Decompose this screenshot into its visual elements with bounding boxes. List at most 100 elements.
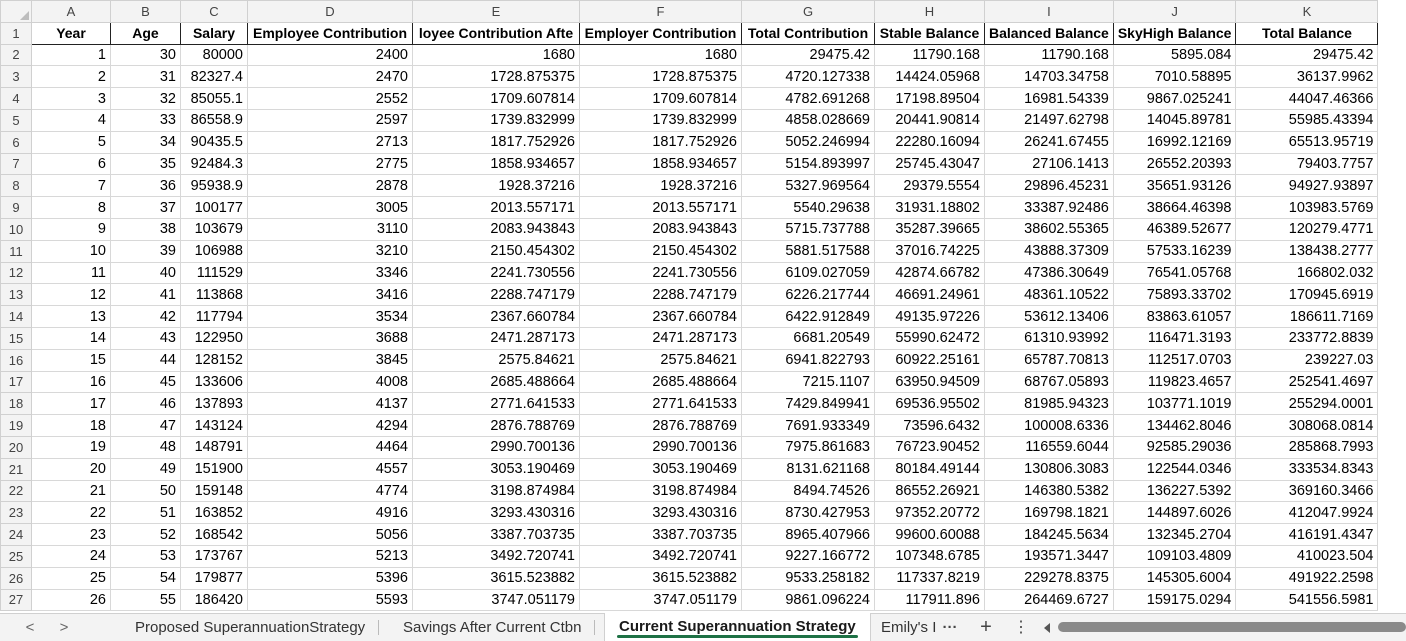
cell[interactable]: 7010.58895	[1112, 65, 1237, 89]
cell[interactable]: 20	[31, 457, 111, 481]
cell[interactable]: 2470	[247, 65, 413, 89]
row-header[interactable]: 21	[0, 457, 32, 481]
cell[interactable]: 2241.730556	[579, 261, 742, 285]
cell[interactable]: 1	[31, 43, 111, 67]
cell[interactable]: 47386.30649	[984, 261, 1114, 285]
cell[interactable]: 491922.2598	[1235, 566, 1379, 590]
header-cell[interactable]: Stable Balance	[874, 21, 985, 45]
cell[interactable]: 8494.74526	[741, 479, 875, 503]
cell[interactable]: 52	[110, 523, 181, 546]
cell[interactable]: 122544.0346	[1112, 457, 1237, 481]
row-header[interactable]: 1	[0, 21, 32, 45]
row-header[interactable]: 5	[0, 108, 32, 132]
cell[interactable]: 3110	[247, 217, 413, 241]
tab-proposed-superannuation-strategy[interactable]: Proposed SuperannuationStrategy	[121, 614, 380, 641]
row-header[interactable]: 26	[0, 566, 32, 590]
column-header[interactable]: A	[31, 0, 111, 23]
cell[interactable]: 3747.051179	[579, 588, 742, 612]
cell[interactable]: 46389.52677	[1112, 217, 1237, 241]
cell[interactable]: 1858.934657	[412, 152, 580, 176]
cell[interactable]: 132345.2704	[1112, 523, 1237, 546]
cell[interactable]: 21	[31, 479, 111, 503]
cell[interactable]: 2597	[247, 108, 413, 132]
row-header[interactable]: 6	[0, 130, 32, 154]
cell[interactable]: 41	[110, 283, 181, 307]
cell[interactable]: 2990.700136	[412, 435, 580, 459]
cell[interactable]: 11	[31, 261, 111, 285]
cell[interactable]: 2552	[247, 87, 413, 110]
row-header[interactable]: 20	[0, 435, 32, 459]
cell[interactable]: 2771.641533	[579, 392, 742, 416]
cell[interactable]: 51	[110, 501, 181, 525]
cell[interactable]: 1817.752926	[412, 130, 580, 154]
cell[interactable]: 16	[31, 370, 111, 394]
cell[interactable]: 3053.190469	[579, 457, 742, 481]
cell[interactable]: 57533.16239	[1112, 239, 1237, 263]
cell[interactable]: 184245.5634	[984, 523, 1114, 546]
cell[interactable]: 9867.025241	[1112, 87, 1237, 110]
tab-savings-after-current-ctbn[interactable]: Savings After Current Ctbn	[389, 614, 596, 641]
row-header[interactable]: 19	[0, 414, 32, 437]
cell[interactable]: 3688	[247, 326, 413, 350]
cell[interactable]: 3293.430316	[579, 501, 742, 525]
column-header[interactable]: D	[247, 0, 413, 23]
cell[interactable]: 9227.166772	[741, 544, 875, 568]
cell[interactable]: 170945.6919	[1235, 283, 1379, 307]
cell[interactable]: 35651.93126	[1112, 174, 1237, 198]
cell[interactable]: 410023.504	[1235, 544, 1379, 568]
cell[interactable]: 137893	[180, 392, 248, 416]
cell[interactable]: 6681.20549	[741, 326, 875, 350]
cell[interactable]: 117337.8219	[874, 566, 985, 590]
cell[interactable]: 32	[110, 87, 181, 110]
cell[interactable]: 3534	[247, 305, 413, 328]
cell[interactable]: 8	[31, 196, 111, 219]
cell[interactable]: 239227.03	[1235, 348, 1379, 372]
cell[interactable]: 2685.488664	[579, 370, 742, 394]
cell[interactable]: 49	[110, 457, 181, 481]
cell[interactable]: 3053.190469	[412, 457, 580, 481]
header-cell[interactable]: Total Contribution	[741, 21, 875, 45]
cell[interactable]: 6226.217744	[741, 283, 875, 307]
cell[interactable]: 33	[110, 108, 181, 132]
cell[interactable]: 3	[31, 87, 111, 110]
cell[interactable]: 233772.8839	[1235, 326, 1379, 350]
cell[interactable]: 43	[110, 326, 181, 350]
cell[interactable]: 17	[31, 392, 111, 416]
cell[interactable]: 38	[110, 217, 181, 241]
cell[interactable]: 83863.61057	[1112, 305, 1237, 328]
cell[interactable]: 4782.691268	[741, 87, 875, 110]
cell[interactable]: 4294	[247, 414, 413, 437]
cell[interactable]: 138438.2777	[1235, 239, 1379, 263]
header-cell[interactable]: Balanced Balance	[984, 21, 1114, 45]
cell[interactable]: 7429.849941	[741, 392, 875, 416]
cell[interactable]: 26	[31, 588, 111, 612]
cell[interactable]: 116559.6044	[984, 435, 1114, 459]
more-sheets-icon[interactable]: ···	[942, 619, 958, 636]
cell[interactable]: 5	[31, 130, 111, 154]
cell[interactable]: 2241.730556	[412, 261, 580, 285]
cell[interactable]: 8730.427953	[741, 501, 875, 525]
cell[interactable]: 369160.3466	[1235, 479, 1379, 503]
cell[interactable]: 90435.5	[180, 130, 248, 154]
cell[interactable]: 73596.6432	[874, 414, 985, 437]
cell[interactable]: 5895.084	[1112, 43, 1237, 67]
cell[interactable]: 1709.607814	[412, 87, 580, 110]
row-header[interactable]: 15	[0, 326, 32, 350]
cell[interactable]: 6422.912849	[741, 305, 875, 328]
cell[interactable]: 14045.89781	[1112, 108, 1237, 132]
horizontal-scrollbar[interactable]	[1044, 620, 1406, 635]
cell[interactable]: 333534.8343	[1235, 457, 1379, 481]
cell[interactable]: 29475.42	[741, 43, 875, 67]
cell[interactable]: 3198.874984	[412, 479, 580, 503]
cell[interactable]: 5593	[247, 588, 413, 612]
cell[interactable]: 3387.703735	[412, 523, 580, 546]
cell[interactable]: 34	[110, 130, 181, 154]
row-header[interactable]: 14	[0, 305, 32, 328]
cell[interactable]: 10	[31, 239, 111, 263]
cell[interactable]: 264469.6727	[984, 588, 1114, 612]
cell[interactable]: 2083.943843	[579, 217, 742, 241]
row-header[interactable]: 27	[0, 588, 32, 612]
cell[interactable]: 1680	[579, 43, 742, 67]
cell[interactable]: 120279.4771	[1235, 217, 1379, 241]
cell[interactable]: 86552.26921	[874, 479, 985, 503]
